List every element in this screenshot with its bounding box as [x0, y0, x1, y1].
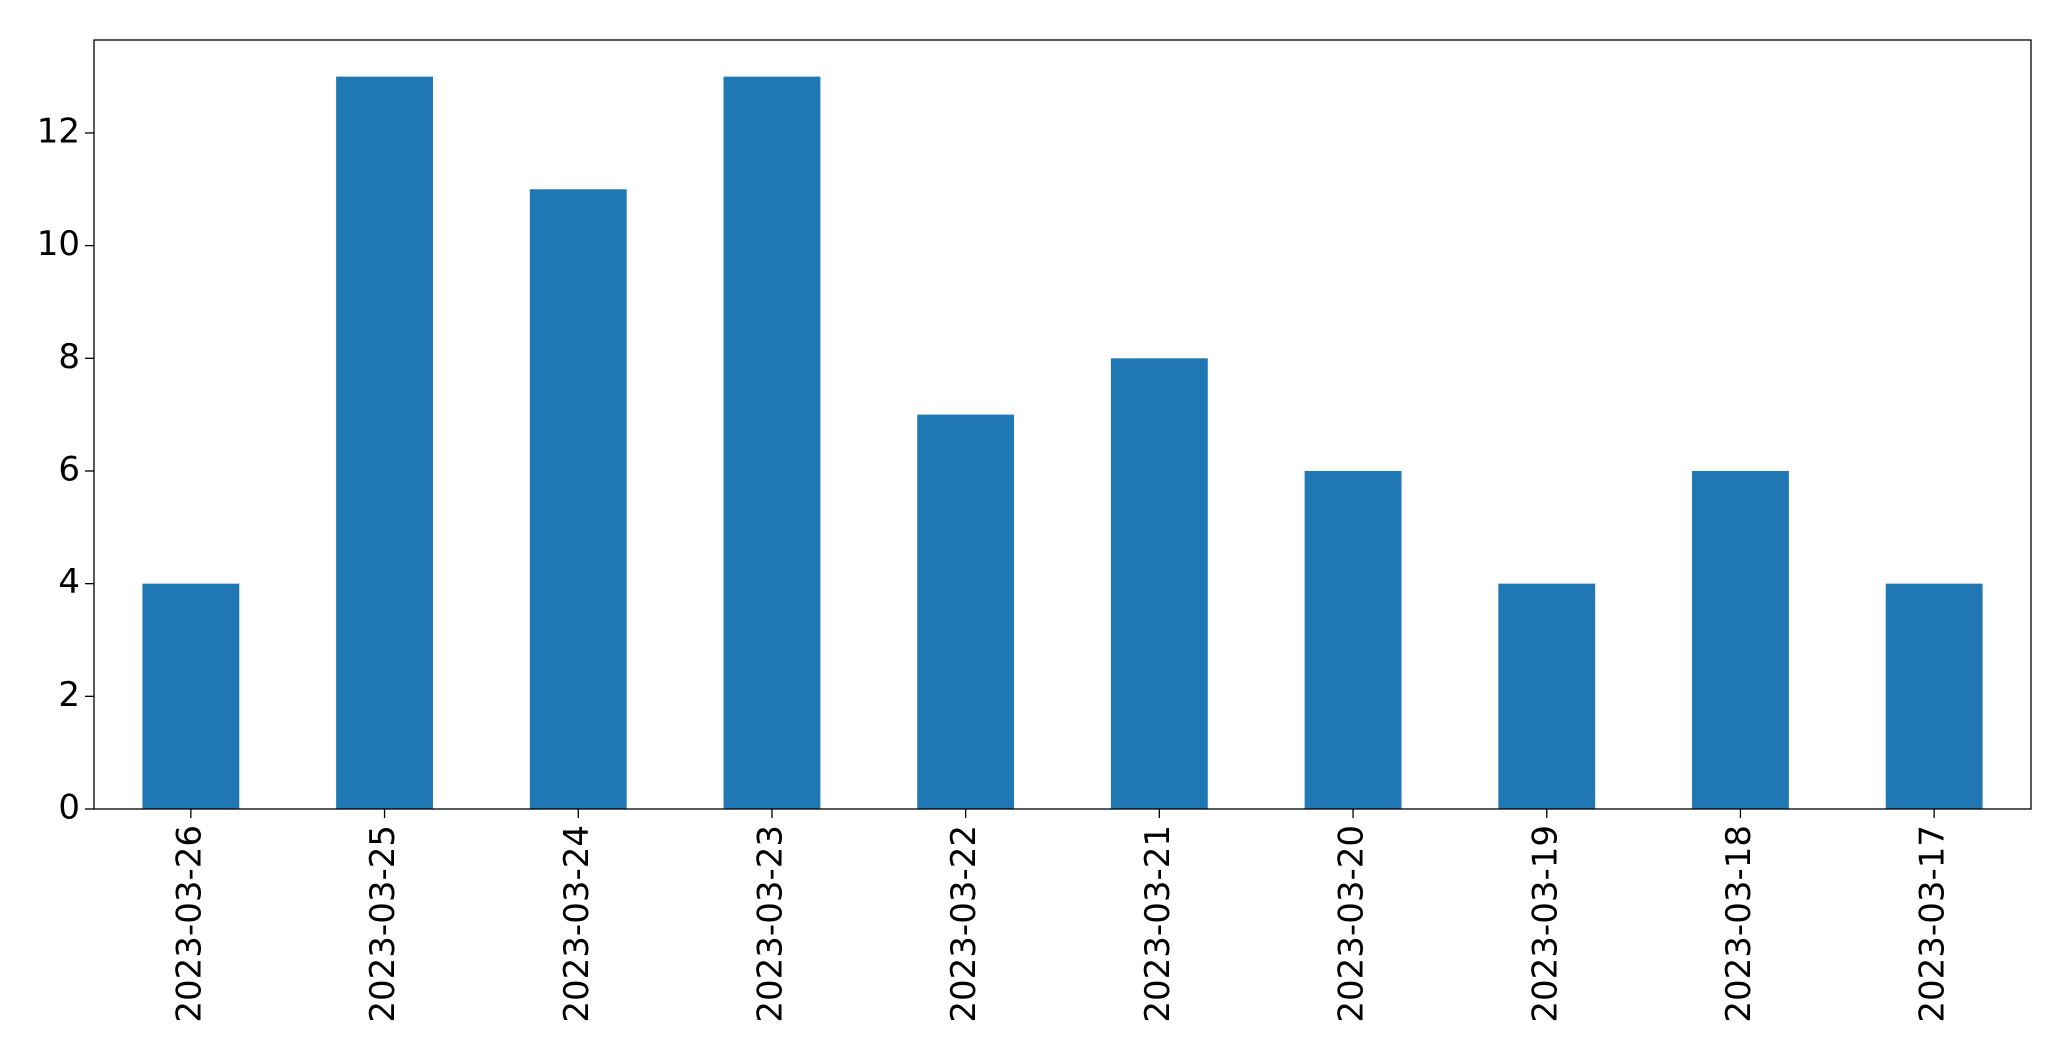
bar	[917, 414, 1015, 809]
bar	[723, 76, 821, 810]
x-tick-label: 2023-03-22	[944, 825, 984, 1023]
plot-frame	[93, 39, 2032, 810]
bar	[142, 583, 240, 809]
x-tick-label: 2023-03-20	[1332, 825, 1372, 1023]
x-tick-label: 2023-03-17	[1913, 825, 1953, 1023]
x-tick-label: 2023-03-24	[557, 825, 597, 1023]
x-tick-label: 2023-03-19	[1525, 825, 1565, 1023]
y-tick-label: 2	[58, 675, 80, 715]
x-tick-label: 2023-03-23	[750, 825, 790, 1023]
y-tick-label: 0	[58, 788, 80, 828]
bar	[1110, 358, 1208, 809]
x-tick-label: 2023-03-26	[169, 825, 209, 1023]
y-tick-label: 6	[58, 449, 80, 489]
y-tick-label: 12	[37, 111, 80, 151]
y-tick-label: 4	[58, 562, 80, 602]
x-tick-label: 2023-03-21	[1138, 825, 1178, 1023]
bar	[1498, 583, 1596, 809]
bar	[336, 76, 433, 810]
bar	[1885, 583, 1983, 809]
x-tick-label: 2023-03-18	[1719, 825, 1759, 1023]
y-tick-label: 10	[37, 224, 80, 264]
bar	[1304, 470, 1402, 809]
y-tick-label: 8	[58, 337, 80, 377]
bar	[529, 189, 627, 810]
bar	[1692, 470, 1789, 809]
x-tick-label: 2023-03-25	[363, 825, 403, 1023]
